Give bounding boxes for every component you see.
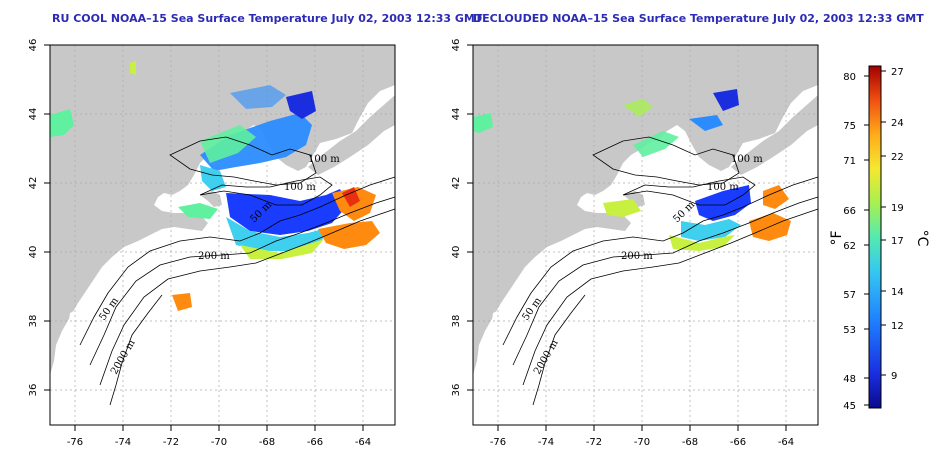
lon-tick-label: -72 xyxy=(586,437,602,448)
lat-tick-label: 44 xyxy=(451,108,462,121)
celsius-tick: 12 xyxy=(891,321,904,332)
map-title-left: RU COOL NOAA–15 Sea Surface Temperature … xyxy=(52,12,483,25)
lon-tick-label: -64 xyxy=(355,437,371,448)
fahrenheit-tick: 80 xyxy=(843,72,856,83)
fahrenheit-tick: 45 xyxy=(843,401,856,412)
celsius-unit-label: °C xyxy=(914,230,930,247)
lon-tick-label: -74 xyxy=(115,437,131,448)
lon-axis-left xyxy=(74,425,364,431)
contour-label: 100 m xyxy=(308,154,340,165)
sst-patches-right xyxy=(473,89,791,251)
celsius-tick: 17 xyxy=(891,236,904,247)
lon-tick-label: -70 xyxy=(634,437,650,448)
contour-label: 100 m xyxy=(731,154,763,165)
lat-axis-right xyxy=(467,44,473,391)
fahrenheit-tick: 66 xyxy=(843,206,856,217)
map-panel-left: 100 m 100 m 50 m 200 m 50 m 2000 m -76 -… xyxy=(28,39,396,448)
lat-axis-left xyxy=(44,44,50,391)
lat-tick-label: 42 xyxy=(28,177,39,190)
contour-label: 100 m xyxy=(707,182,739,193)
lon-tick-label: -72 xyxy=(163,437,179,448)
map-title-right: DECLOUDED NOAA–15 Sea Surface Temperatur… xyxy=(473,12,924,25)
celsius-tick: 22 xyxy=(891,152,904,163)
fahrenheit-tick: 62 xyxy=(843,241,856,252)
lon-tick-label: -76 xyxy=(490,437,506,448)
contour-label: 100 m xyxy=(284,182,316,193)
contour-label: 200 m xyxy=(621,251,653,262)
lon-tick-label: -68 xyxy=(259,437,275,448)
celsius-tick: 27 xyxy=(891,67,904,78)
lon-tick-label: -64 xyxy=(778,437,794,448)
lon-tick-label: -66 xyxy=(307,437,323,448)
lat-tick-label: 36 xyxy=(28,384,39,397)
lon-tick-label: -74 xyxy=(538,437,554,448)
lon-tick-label: -70 xyxy=(211,437,227,448)
lat-tick-label: 44 xyxy=(28,108,39,121)
fahrenheit-unit-label: °F xyxy=(829,230,845,245)
lon-axis-right xyxy=(497,425,787,431)
fahrenheit-tick: 48 xyxy=(843,374,856,385)
lat-tick-label: 46 xyxy=(28,39,39,52)
fahrenheit-tick: 57 xyxy=(843,290,856,301)
celsius-tick: 9 xyxy=(891,371,897,382)
colorbar-gradient xyxy=(868,65,882,409)
lat-tick-label: 38 xyxy=(28,315,39,328)
fahrenheit-tick: 53 xyxy=(843,325,856,336)
contour-label: 200 m xyxy=(198,251,230,262)
lon-tick-label: -68 xyxy=(682,437,698,448)
lat-tick-label: 46 xyxy=(451,39,462,52)
celsius-tick: 14 xyxy=(891,287,904,298)
lat-tick-label: 38 xyxy=(451,315,462,328)
lat-tick-label: 36 xyxy=(451,384,462,397)
lon-tick-label: -66 xyxy=(730,437,746,448)
celsius-tick: 19 xyxy=(891,203,904,214)
lat-tick-label: 40 xyxy=(451,246,462,259)
colorbar: 80 75 71 66 62 57 53 48 45 27 24 22 19 1 xyxy=(829,65,930,412)
celsius-tick: 24 xyxy=(891,118,904,129)
lon-tick-label: -76 xyxy=(67,437,83,448)
map-panel-right: 100 m 100 m 50 m 200 m 50 m 2000 m -76 -… xyxy=(451,39,819,448)
lat-tick-label: 42 xyxy=(451,177,462,190)
fahrenheit-tick: 75 xyxy=(843,121,856,132)
sst-patches-left xyxy=(50,61,380,311)
lat-tick-label: 40 xyxy=(28,246,39,259)
fahrenheit-tick: 71 xyxy=(843,156,856,167)
